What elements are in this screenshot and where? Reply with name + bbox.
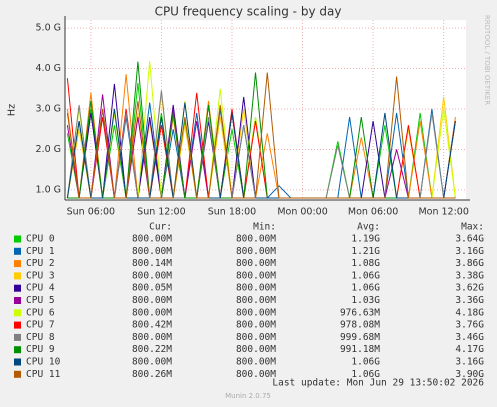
legend-max: 3.36G bbox=[455, 295, 484, 306]
x-tick-label: Mon 12:00 bbox=[418, 207, 468, 218]
legend-min: 800.00M bbox=[236, 283, 276, 294]
legend-avg: 1.08G bbox=[351, 258, 380, 269]
legend-avg: 1.03G bbox=[351, 295, 380, 306]
legend-label: CPU 5 bbox=[26, 295, 55, 306]
legend-min: 800.00M bbox=[236, 320, 276, 331]
x-tick-label: Mon 00:00 bbox=[277, 207, 327, 218]
legend-label: CPU 11 bbox=[26, 369, 61, 380]
legend-min: 800.00M bbox=[236, 369, 276, 380]
legend-cur: 800.00M bbox=[132, 307, 172, 318]
legend-label: CPU 7 bbox=[26, 320, 55, 331]
legend-header: Min: bbox=[253, 222, 276, 233]
y-tick-label: 5.0 G bbox=[36, 23, 62, 34]
legend-min: 800.00M bbox=[236, 270, 276, 281]
x-tick-label: Sun 12:00 bbox=[137, 207, 185, 218]
legend-min: 800.00M bbox=[236, 246, 276, 257]
legend-max: 3.38G bbox=[455, 270, 484, 281]
legend-min: 800.00M bbox=[236, 357, 276, 368]
legend-label: CPU 10 bbox=[26, 357, 61, 368]
legend-avg: 1.06G bbox=[351, 283, 380, 294]
legend-max: 4.18G bbox=[455, 307, 484, 318]
legend-cur: 800.05M bbox=[132, 283, 172, 294]
legend: Cur: Min: Avg: Max:CPU 0 800.00M 800.00M 1.19G… bbox=[14, 222, 484, 380]
legend-min: 800.00M bbox=[236, 234, 276, 245]
legend-label: CPU 9 bbox=[26, 344, 55, 355]
last-update: Last update: Mon Jun 29 13:50:02 2026 bbox=[272, 378, 484, 389]
legend-header: Cur: bbox=[149, 222, 172, 233]
legend-cur: 800.00M bbox=[132, 234, 172, 245]
legend-cur: 800.00M bbox=[132, 270, 172, 281]
footer: Munin 2.0.75 bbox=[225, 392, 271, 400]
legend-max: 4.17G bbox=[455, 344, 484, 355]
legend-max: 3.76G bbox=[455, 320, 484, 331]
legend-cur: 800.00M bbox=[132, 246, 172, 257]
legend-swatch bbox=[14, 309, 21, 317]
plot-area bbox=[65, 20, 466, 200]
axes: 1.0 G 2.0 G 3.0 G 4.0 G 5.0 G Sun 06:00 Sun 12… bbox=[36, 16, 470, 218]
chart-title: CPU frequency scaling - by day bbox=[155, 5, 342, 19]
legend-avg: 978.08M bbox=[340, 320, 380, 331]
legend-min: 800.00M bbox=[236, 295, 276, 306]
legend-cur: 800.00M bbox=[132, 332, 172, 343]
legend-avg: 976.63M bbox=[340, 307, 380, 318]
legend-swatch bbox=[14, 272, 21, 280]
legend-swatch bbox=[14, 235, 21, 243]
legend-cur: 800.26M bbox=[132, 369, 172, 380]
y-axis-label: Hz bbox=[7, 104, 18, 116]
legend-label: CPU 4 bbox=[26, 283, 55, 294]
legend-avg: 1.06G bbox=[351, 369, 380, 380]
series-lines bbox=[66, 61, 456, 199]
legend-avg: 1.21G bbox=[351, 246, 380, 257]
legend-label: CPU 6 bbox=[26, 307, 55, 318]
legend-max: 3.16G bbox=[455, 357, 484, 368]
legend-label: CPU 8 bbox=[26, 332, 55, 343]
legend-swatch bbox=[14, 284, 21, 292]
x-tick-label: Sun 06:00 bbox=[67, 207, 115, 218]
legend-swatch bbox=[14, 333, 21, 341]
y-tick-label: 2.0 G bbox=[36, 144, 62, 155]
legend-avg: 1.06G bbox=[351, 357, 380, 368]
watermark: RRDTOOL / TOBI OETIKER bbox=[483, 15, 491, 105]
legend-cur: 800.00M bbox=[132, 295, 172, 306]
legend-swatch bbox=[14, 247, 21, 255]
y-tick-label: 4.0 G bbox=[36, 63, 62, 74]
y-tick-label: 1.0 G bbox=[36, 184, 62, 195]
legend-label: CPU 1 bbox=[26, 246, 55, 257]
series-line bbox=[66, 102, 456, 199]
legend-swatch bbox=[14, 346, 21, 354]
legend-avg: 1.06G bbox=[351, 270, 380, 281]
legend-max: 3.86G bbox=[455, 258, 484, 269]
legend-swatch bbox=[14, 297, 21, 304]
legend-label: CPU 2 bbox=[26, 258, 55, 269]
legend-header: Max: bbox=[461, 222, 484, 233]
legend-label: CPU 0 bbox=[26, 234, 55, 245]
legend-cur: 800.22M bbox=[132, 344, 172, 355]
legend-max: 3.64G bbox=[455, 234, 484, 245]
legend-avg: 991.18M bbox=[340, 344, 380, 355]
legend-max: 3.62G bbox=[455, 283, 484, 294]
legend-min: 800.00M bbox=[236, 332, 276, 343]
legend-max: 3.90G bbox=[455, 369, 484, 380]
legend-cur: 800.14M bbox=[132, 258, 172, 269]
legend-swatch bbox=[14, 370, 21, 378]
legend-avg: 1.19G bbox=[351, 234, 380, 245]
legend-max: 3.46G bbox=[455, 332, 484, 343]
y-tick-label: 3.0 G bbox=[36, 103, 62, 114]
legend-min: 800.00M bbox=[236, 344, 276, 355]
legend-min: 800.00M bbox=[236, 307, 276, 318]
legend-swatch bbox=[14, 260, 21, 268]
legend-label: CPU 3 bbox=[26, 270, 55, 281]
legend-cur: 800.00M bbox=[132, 357, 172, 368]
x-tick-label: Sun 18:00 bbox=[208, 207, 256, 218]
legend-swatch bbox=[14, 321, 21, 329]
legend-min: 800.00M bbox=[236, 258, 276, 269]
legend-cur: 800.42M bbox=[132, 320, 172, 331]
x-tick-label: Mon 06:00 bbox=[348, 207, 398, 218]
legend-swatch bbox=[14, 358, 21, 366]
series-line bbox=[66, 72, 456, 199]
legend-header: Avg: bbox=[357, 222, 380, 233]
legend-avg: 999.68M bbox=[340, 332, 380, 343]
legend-max: 3.16G bbox=[455, 246, 484, 257]
